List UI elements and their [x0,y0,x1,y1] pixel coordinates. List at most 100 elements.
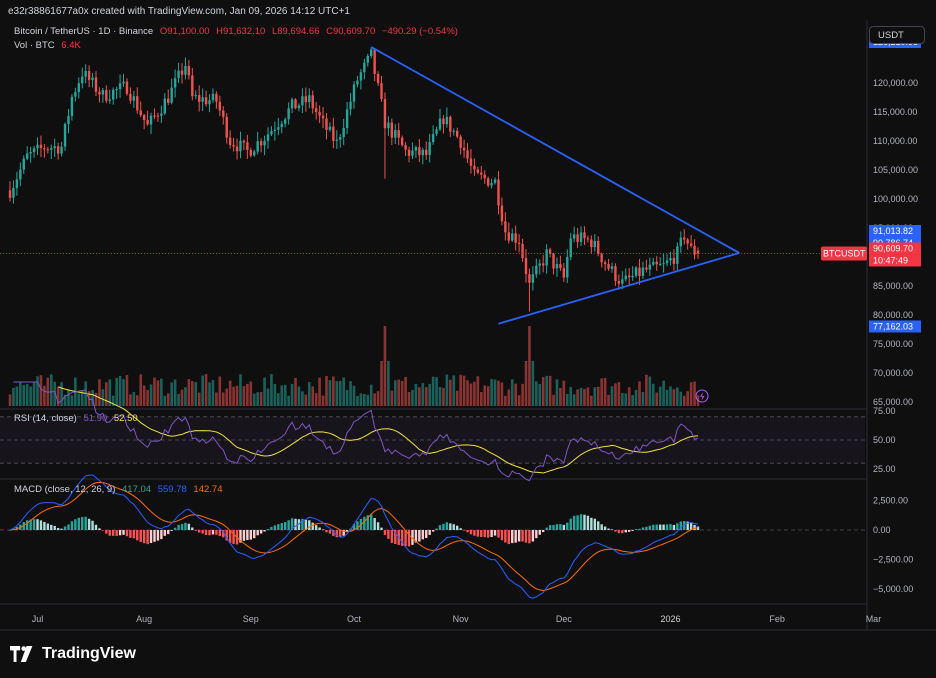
volume-bar [111,395,115,406]
candle-body [43,148,46,150]
volume-bar [555,379,559,406]
macd-histogram-bar [387,530,390,539]
macd-histogram-bar [579,514,583,530]
volume-bar [651,383,655,406]
candle-body [8,190,12,198]
rsi-label: RSI (14, close) [14,413,77,424]
macd-histogram-bar [311,522,314,530]
time-axis-tick: Oct [347,614,362,624]
candle-body [483,174,486,179]
candle-body [559,264,562,269]
macd-histogram-bar [583,514,586,530]
volume-bar [548,375,552,406]
high-value: H91,632.10 [216,26,266,37]
price-axis-tick: 65,000.00 [873,397,913,407]
volume-bar [160,378,163,406]
volume-bar [8,394,12,406]
macd-histogram-bar [208,530,211,536]
candle-body [521,243,524,259]
candle-body [22,158,25,170]
volume-bar [307,382,311,406]
volume-bar [204,374,208,406]
macd-histogram-bar [125,530,129,537]
candle-body [191,75,194,97]
candle-body [414,147,418,151]
time-axis-tick: Feb [769,614,785,624]
volume-bar [94,392,98,406]
volume-bar [669,386,672,406]
candle-body [239,140,242,152]
candle-body [593,240,596,248]
volume-bar [67,389,70,406]
candle-body [129,93,132,101]
time-axis-tick: Mar [866,614,882,624]
tradingview-logo[interactable]: TradingView [10,645,136,663]
candle-body [211,93,215,101]
candle-body [466,150,469,159]
volume-bar [424,387,428,406]
candle-body [693,245,696,255]
price-legend: Bitcoin / TetherUS · 1D · Binance O91,10… [14,26,462,37]
change-value: −490.29 (−0.54%) [381,26,458,37]
price-axis-tick: 75,000.00 [873,339,913,349]
macd-histogram-bar [77,517,80,530]
macd-histogram-bar [400,530,404,546]
macd-histogram-bar [136,530,139,541]
tradingview-wordmark: TradingView [42,645,136,662]
macd-histogram-bar [676,523,679,530]
volume-group [8,326,700,406]
volume-bar [70,395,74,406]
candle-body [662,263,665,265]
alert-bolt-icon [695,389,709,403]
macd-histogram-bar [115,530,118,536]
candle-body [345,109,349,129]
macd-histogram-bar [428,530,431,535]
macd-histogram-bar [211,530,215,535]
volume-bar [63,394,67,406]
volume-bar [325,375,328,406]
candle-body [308,95,311,103]
candle-body [46,149,50,151]
volume-bar [105,382,108,406]
macd-signal-value: 559.78 [157,484,187,495]
candle-body [277,127,280,130]
macd-histogram-bar [318,527,321,530]
volume-bar [689,382,693,406]
candle-body [132,96,136,101]
price-axis-tick: 80,000.00 [873,310,913,320]
candle-body [400,137,404,146]
macd-histogram-bar [263,530,266,532]
candle-body [418,147,421,156]
volume-bar [225,388,229,406]
volume-bar [369,384,373,406]
macd-histogram-bar [425,530,428,539]
volume-bar [383,326,387,406]
volume-bar [56,387,60,406]
candle-body [511,233,514,241]
candle-body [669,257,672,261]
volume-bar [452,375,456,406]
symbol-label: Bitcoin / TetherUS · 1D · Binance [14,26,154,37]
volume-bar [459,374,462,406]
candle-body [112,89,115,100]
rsi-ma-line [57,386,699,474]
macd-histogram-bar [593,518,596,530]
candle-body [321,115,325,119]
macd-histogram-bar [658,524,662,530]
volume-bar [645,374,648,406]
macd-histogram-bar [232,530,235,544]
volume-bar [239,374,242,406]
macd-histogram-bar [404,530,407,547]
macd-histogram-bar [572,515,576,530]
rsi-axis-tick: 25.00 [873,464,896,474]
volume-bar [153,377,156,406]
volume-bar [455,390,459,406]
macd-histogram-bar [631,530,634,531]
candle-body [87,70,91,81]
volume-bar [538,383,542,406]
volume-bar [328,380,332,406]
volume-bar [565,394,569,406]
volume-bar [252,393,256,406]
currency-button[interactable]: USDT [869,26,925,44]
